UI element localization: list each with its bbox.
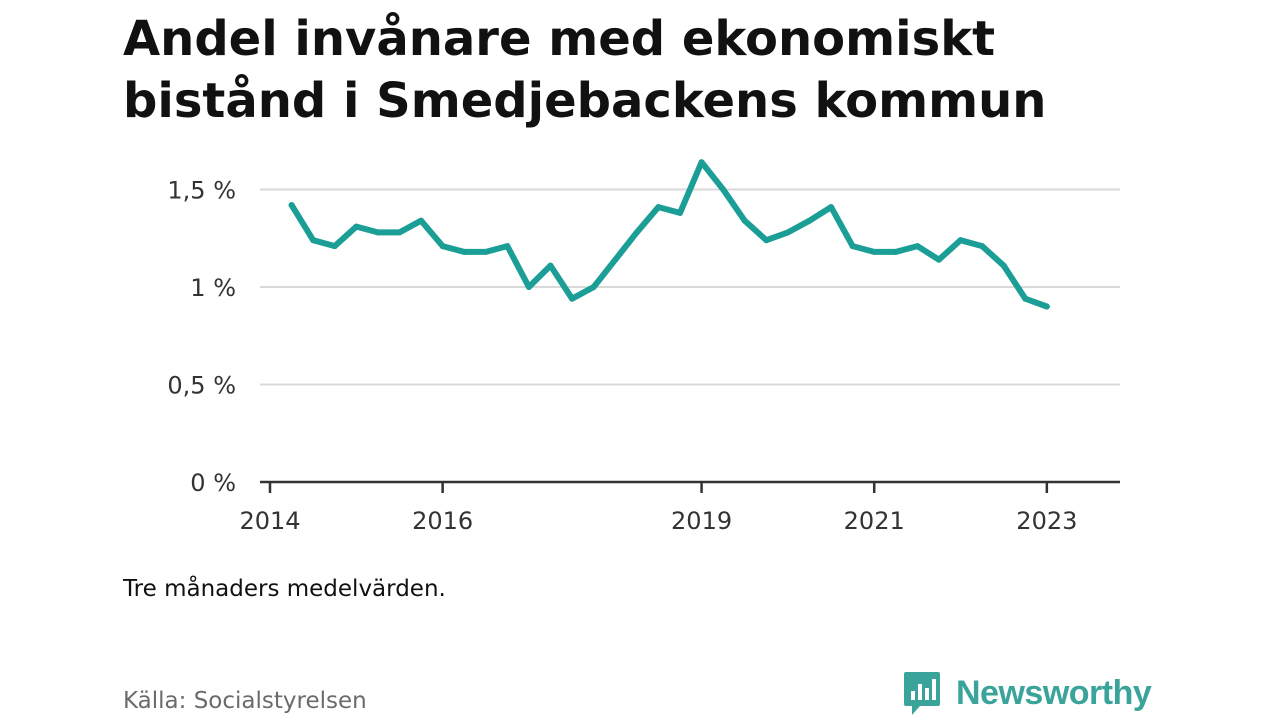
x-tick-label: 2021 <box>844 507 905 535</box>
data-point <box>828 204 835 211</box>
data-point <box>525 284 532 290</box>
data-point <box>1022 295 1029 302</box>
y-tick-label: 1,5 % <box>167 177 236 205</box>
data-point <box>871 248 878 255</box>
data-point <box>655 204 662 211</box>
data-point <box>633 229 640 236</box>
data-point <box>482 248 489 255</box>
y-tick-label: 0 % <box>190 469 236 497</box>
data-point <box>957 237 964 244</box>
data-point <box>979 243 986 250</box>
series-line-0 <box>288 159 1050 310</box>
data-point <box>396 229 403 236</box>
x-tick-label: 2014 <box>239 507 300 535</box>
data-point <box>1000 262 1007 269</box>
data-point <box>784 229 791 236</box>
data-point <box>353 223 360 230</box>
data-point <box>569 295 576 302</box>
data-point <box>331 243 338 250</box>
data-point <box>418 217 425 224</box>
x-axis <box>260 480 1120 493</box>
source-credit: Källa: Socialstyrelsen <box>123 688 367 714</box>
data-point <box>763 237 770 244</box>
brand-logo: Newsworthy <box>902 670 1152 716</box>
y-axis: 0 % 0,5 % 1 % 1,5 % <box>167 177 236 498</box>
series-layer <box>288 159 1050 310</box>
x-tick-labels: 2014 2016 2019 2021 2023 <box>239 507 1077 535</box>
data-point <box>720 186 727 193</box>
data-point <box>288 202 295 209</box>
data-point <box>914 243 921 250</box>
data-point <box>547 262 554 269</box>
data-point <box>849 243 856 250</box>
data-point <box>439 243 446 250</box>
data-point <box>677 209 683 216</box>
data-point <box>806 217 813 224</box>
newsworthy-chart-icon <box>904 672 940 715</box>
data-point <box>1043 303 1050 310</box>
x-tick-label: 2023 <box>1016 507 1077 535</box>
y-tick-label: 1 % <box>190 274 236 302</box>
data-point <box>612 256 619 263</box>
y-tick-label: 0,5 % <box>167 372 236 400</box>
data-point <box>461 248 468 255</box>
data-point <box>892 248 899 255</box>
data-point <box>698 159 705 166</box>
data-point <box>935 256 942 263</box>
data-point <box>374 229 381 236</box>
line-chart: 0 % 0,5 % 1 % 1,5 % 2014 2016 2019 2021 2023 <box>167 159 1120 535</box>
chart-note: Tre månaders medelvärden. <box>123 576 446 602</box>
chart-title: Andel invånare med ekonomiskt bistånd i … <box>123 11 1047 129</box>
gridlines <box>260 188 1120 386</box>
brand-name: Newsworthy <box>956 673 1152 712</box>
x-tick-label: 2016 <box>412 507 473 535</box>
data-point <box>504 243 511 250</box>
data-point <box>310 237 317 244</box>
data-point <box>590 284 597 290</box>
data-point <box>741 217 748 224</box>
x-tick-label: 2019 <box>671 507 732 535</box>
